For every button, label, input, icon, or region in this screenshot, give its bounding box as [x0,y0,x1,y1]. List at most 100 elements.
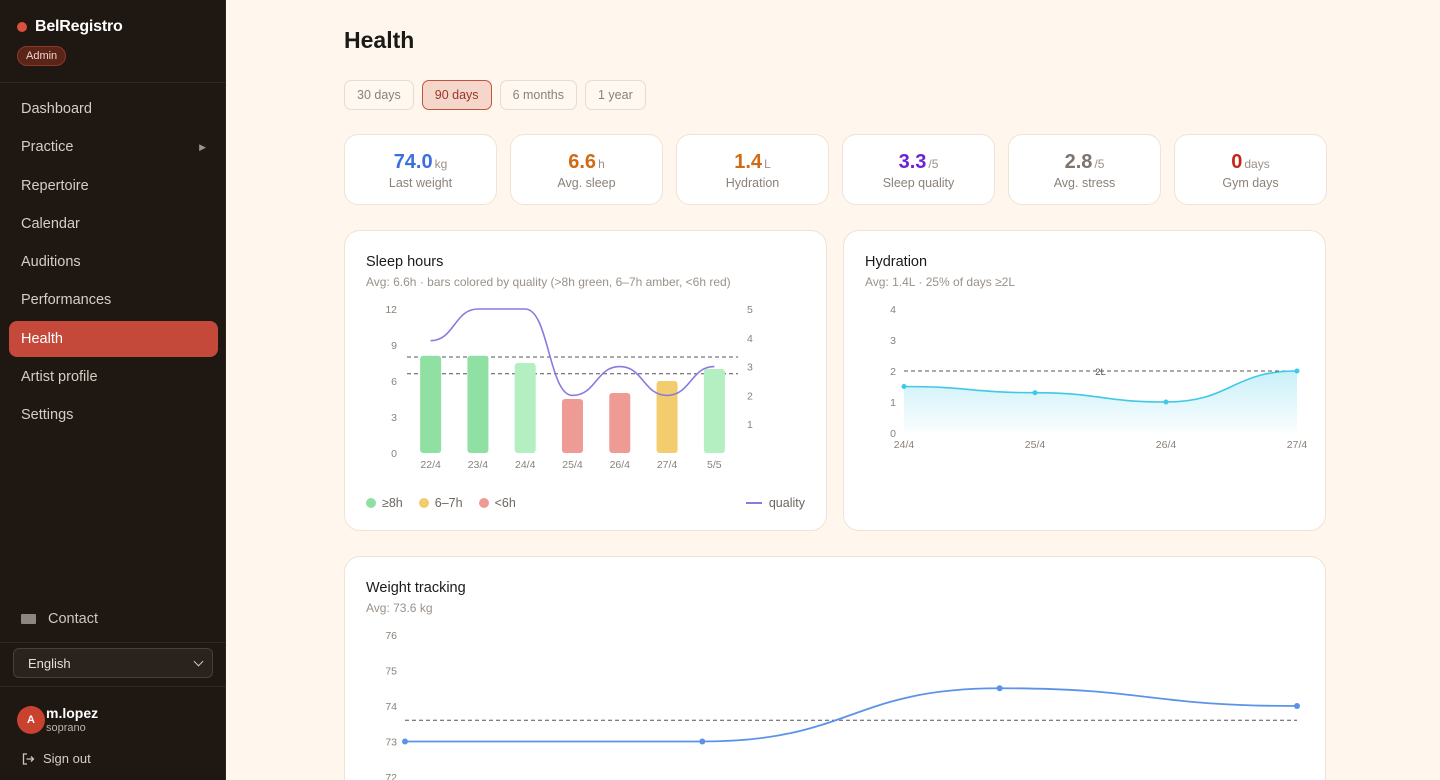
range-6-months[interactable]: 6 months [499,80,577,110]
bar-24/4 [514,363,536,453]
range-90-days[interactable]: 90 days [421,80,492,110]
stat-card-weight: 74.0 kg Last weight [344,134,497,205]
sign-out-label: Sign out [43,751,91,766]
range-30-days[interactable]: 30 days [344,80,414,110]
sidebar-item-calendar[interactable]: Calendar [9,206,218,242]
sidebar-item-label: Artist profile [21,369,98,386]
sidebar-item-label: Calendar [21,215,80,232]
brand[interactable]: BelRegistro [17,18,123,36]
card-title: Weight tracking [366,580,466,596]
chart-legend-quality: quality [745,496,805,510]
y-tick-label: 3 [890,335,896,347]
x-tick-label: 23/4 [468,459,489,471]
bar-26/4 [609,393,631,453]
user-name: m.lopez [46,705,99,721]
x-tick-label: 26/4 [1156,439,1177,451]
stat-label: Avg. sleep [557,176,616,190]
divider [0,686,226,687]
sidebar-nav: Dashboard Practice ▶ Repertoire Calendar … [9,91,218,436]
stat-label: Last weight [388,176,453,190]
sidebar-item-settings[interactable]: Settings [9,397,218,433]
x-tick-label: 25/4 [562,459,583,471]
legend-label: quality [768,496,805,510]
y-tick-label: 74 [385,701,397,713]
y2-tick-label: 5 [747,304,753,316]
divider [0,642,226,643]
legend-dot-red [478,498,489,508]
legend-dot-green [366,498,376,508]
sidebar-item-label: Practice [21,139,74,156]
quality-line [430,308,715,397]
sleep-hours-chart: 12 9 6 3 0 5 4 3 2 1 22/4 23/4 24/4 25/4 26/4 27/4 5/5 [385,304,753,471]
contact-link[interactable]: Contact [21,611,98,627]
brand-name: BelRegistro [35,18,123,35]
x-tick-label: 27/4 [1287,439,1308,451]
y-tick-label: 3 [391,412,397,424]
sidebar-item-repertoire[interactable]: Repertoire [9,168,218,204]
sidebar-item-label: Repertoire [21,177,89,194]
expand-arrow-icon: ▶ [199,141,206,152]
y-tick-label: 4 [890,304,896,316]
stat-label: Sleep quality [882,176,955,190]
sidebar-item-practice[interactable]: Practice ▶ [9,129,218,165]
sleep-hours-card: Sleep hours Avg: 6.6h · bars colored by … [344,230,827,531]
sidebar-item-label: Performances [21,292,112,309]
sign-out-button[interactable]: Sign out [22,751,91,766]
data-point-2 [996,685,1003,692]
mail-icon [21,614,36,624]
hydration-area [904,371,1297,433]
range-selector: 30 days 90 days 6 months 1 year [344,80,646,110]
brand-dot-icon [17,22,27,32]
legend-label: <6h [494,496,516,510]
bar-22/4 [420,355,442,453]
legend-label: ≥8h [382,496,403,510]
weight-line [405,687,1298,743]
stat-unit: /5 [1094,157,1105,171]
data-point-0 [402,738,408,745]
y-tick-label: 73 [385,737,397,749]
sidebar-item-label: Auditions [21,254,81,271]
sidebar-item-auditions[interactable]: Auditions [9,244,218,280]
card-subtitle: Avg: 1.4L · 25% of days ≥2L [865,275,1016,289]
bar-5/5 [703,369,725,453]
stat-value: 3.3 [898,151,927,173]
sidebar-item-performances[interactable]: Performances [9,282,218,318]
y-tick-label: 1 [890,397,896,409]
data-point-1 [699,738,706,745]
stat-label: Hydration [725,176,780,190]
language-value: English [28,655,71,671]
data-point-25/4 [1032,390,1038,396]
data-point-27/4 [1294,368,1300,374]
page-title: Health [344,27,415,53]
x-tick-label: 5/5 [707,459,722,471]
stat-value: 0 [1231,151,1243,173]
bar-27/4 [656,381,678,453]
sign-out-icon [22,752,35,765]
x-tick-label: 24/4 [894,439,915,451]
x-tick-label: 26/4 [610,459,631,471]
reference-line-label: 2L [1095,367,1106,378]
stats-row: 74.0 kg Last weight 6.6 h Avg. sleep 1.4 L … [344,134,1327,205]
card-title: Sleep hours [366,254,444,270]
legend-label: 6–7h [434,496,463,510]
sidebar-item-label: Settings [21,407,74,424]
sidebar-item-dashboard[interactable]: Dashboard [9,91,218,127]
y2-tick-label: 3 [747,362,753,374]
stat-card-gym-days: 0 days Gym days [1174,134,1327,205]
sidebar-item-artist-profile[interactable]: Artist profile [9,359,218,395]
stat-value: 2.8 [1064,151,1093,173]
legend-dot-amber [418,498,429,508]
stat-unit: h [598,157,605,171]
language-select[interactable]: English [13,648,213,678]
y-tick-label: 72 [385,772,397,780]
y-tick-label: 2 [890,366,896,378]
range-1-year[interactable]: 1 year [584,80,646,110]
stat-value: 1.4 [734,151,763,173]
y-tick-label: 12 [385,304,397,316]
chevron-down-icon [193,656,204,666]
hydration-chart: 4 3 2 1 0 2L 24/4 25/4 26/4 27/4 [890,304,1308,451]
sidebar-item-health[interactable]: Health [9,320,218,357]
stat-label: Gym days [1222,176,1279,190]
stat-unit: L [764,157,771,171]
y-tick-label: 76 [385,630,397,642]
